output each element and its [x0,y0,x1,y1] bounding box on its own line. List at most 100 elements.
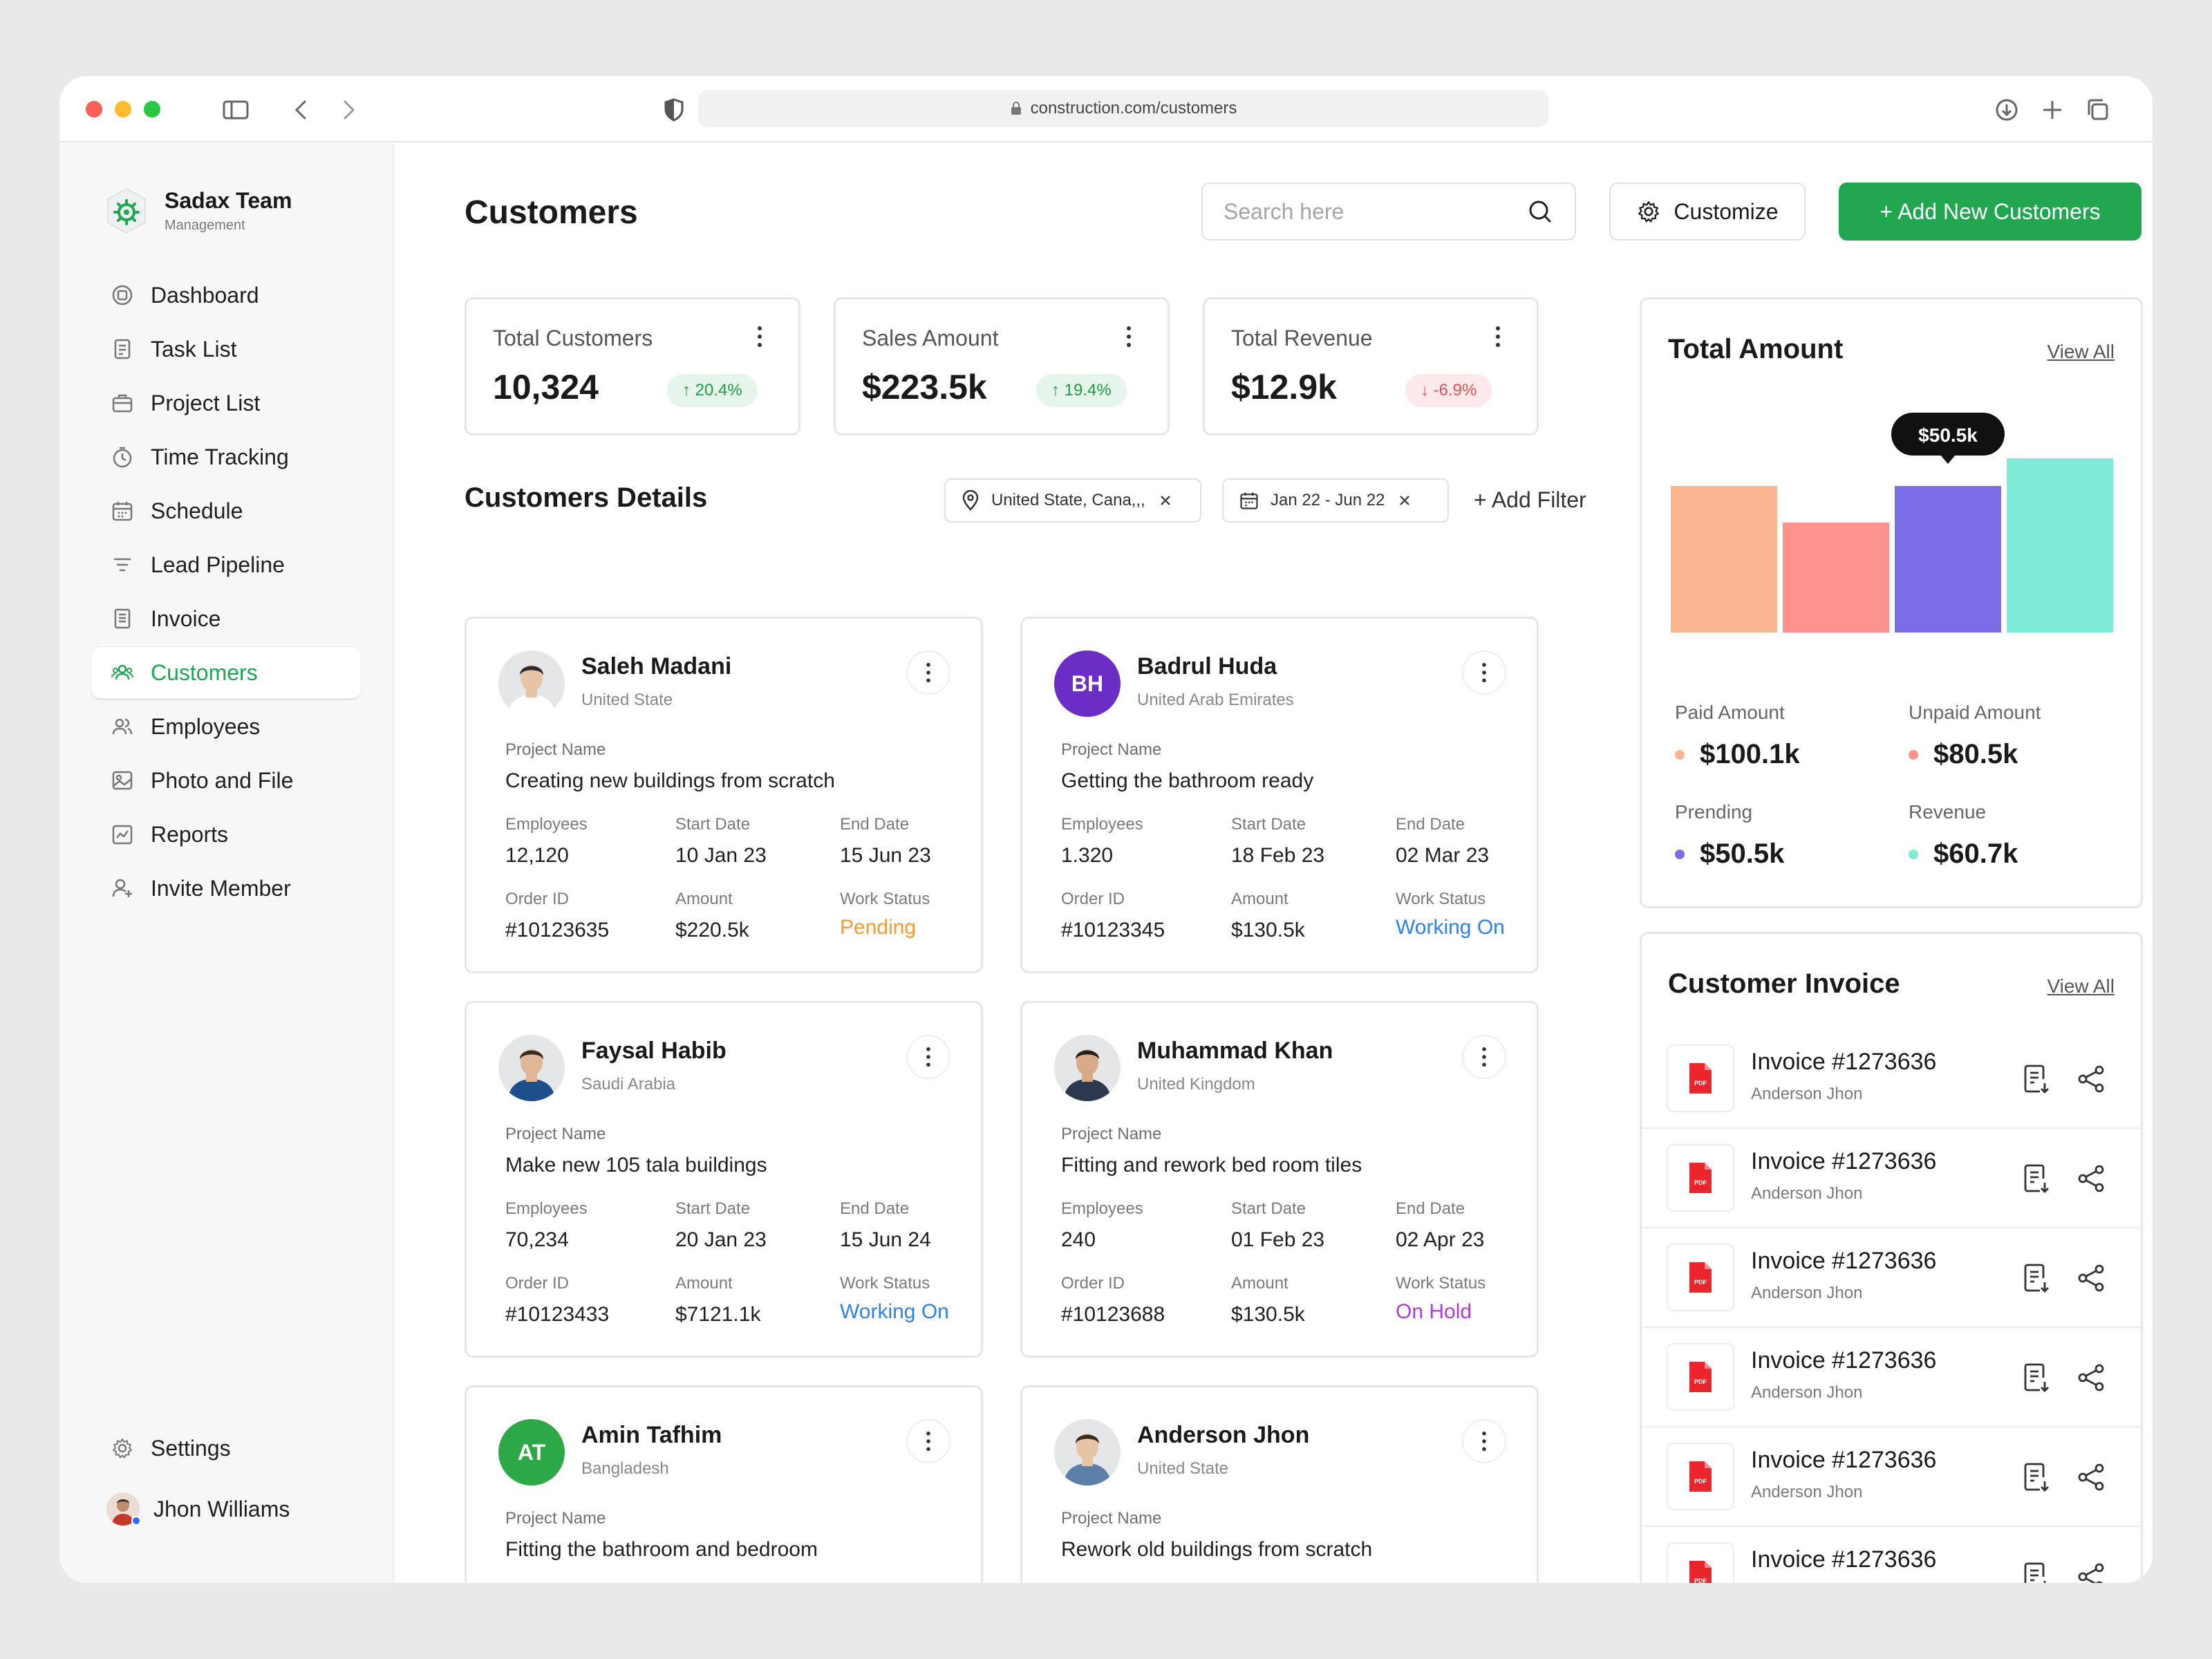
user-profile[interactable]: Jhon Williams [91,1483,361,1535]
download-icon[interactable] [1992,95,2021,124]
minimize-window-button[interactable] [115,101,131,118]
sidebar-item-project-list[interactable]: Project List [91,377,361,429]
sidebar-item-time-tracking[interactable]: Time Tracking [91,431,361,482]
more-options-icon[interactable] [1462,650,1506,695]
search-icon[interactable] [1526,198,1554,225]
add-new-customers-button[interactable]: + Add New Customers [1839,182,2141,241]
date-filter-chip[interactable]: Jan 22 - Jun 22 [1222,478,1449,523]
shield-icon[interactable] [659,95,688,124]
customer-card[interactable]: BH Badrul Huda United Arab Emirates Project… [1020,617,1539,973]
svg-text:PDF: PDF [1694,1378,1707,1385]
sidebar-item-schedule[interactable]: Schedule [91,485,361,536]
sidebar-item-task-list[interactable]: Task List [91,324,361,375]
download-invoice-icon[interactable] [2019,1361,2052,1394]
more-options-icon[interactable] [746,323,774,350]
legend-label: Paid Amount [1675,702,1785,723]
amount-value: $130.5k [1231,919,1305,941]
customer-country: United State [581,691,673,709]
legend-label: Revenue [1909,801,1987,823]
chart-bar[interactable] [1895,486,2001,632]
customer-card[interactable]: Anderson Jhon United State Project Name Rew… [1020,1385,1539,1583]
download-invoice-icon[interactable] [2019,1262,2052,1295]
invoice-row[interactable]: PDF Invoice #1273636 Anderson Jhon [1642,1328,2141,1427]
employees-value: 70,234 [505,1228,569,1251]
end-date-label: End Date [840,815,910,834]
sidebar-item-customers[interactable]: Customers [91,647,361,698]
download-invoice-icon[interactable] [2019,1162,2052,1195]
more-options-icon[interactable] [1462,1035,1506,1079]
legend-unpaid-amount: Unpaid Amount $80.5k [1909,702,2041,770]
invoice-row[interactable]: PDF Invoice #1273636 Anderson Jhon [1642,1029,2141,1129]
legend-dot [1675,849,1685,859]
view-all-link[interactable]: View All [2047,975,2115,997]
sidebar-item-photo-and-file[interactable]: Photo and File [91,755,361,806]
address-bar[interactable]: construction.com/customers [698,90,1548,127]
legend-paid-amount: Paid Amount $100.1k [1675,702,1800,770]
back-arrow-icon[interactable] [288,95,317,124]
svg-text:PDF: PDF [1694,1577,1707,1583]
sidebar-item-dashboard[interactable]: Dashboard [91,270,361,321]
chart-bar[interactable] [1783,523,1889,632]
tabs-overview-icon[interactable] [2083,95,2112,124]
more-options-icon[interactable] [1484,323,1512,350]
chart-bar[interactable] [1671,486,1777,632]
customer-card[interactable]: Faysal Habib Saudi Arabia Project Name Make… [465,1001,983,1358]
start-date-label: Start Date [1231,815,1306,834]
more-options-icon[interactable] [906,1035,950,1079]
start-date-value: 20 Jan 23 [675,1228,767,1251]
more-options-icon[interactable] [1462,1419,1506,1463]
invoice-row[interactable]: PDF Invoice #1273636 Anderson Jhon [1642,1228,2141,1328]
invoice-row[interactable]: PDF Invoice #1273636 Anderson Jhon [1642,1527,2141,1583]
new-tab-icon[interactable] [2038,95,2067,124]
sidebar-item-lead-pipeline[interactable]: Lead Pipeline [91,539,361,590]
invoice-row[interactable]: PDF Invoice #1273636 Anderson Jhon [1642,1129,2141,1228]
customer-country: United Arab Emirates [1137,691,1294,709]
share-icon[interactable] [2074,1262,2108,1295]
view-all-link[interactable]: View All [2047,341,2115,362]
close-window-button[interactable] [86,101,102,118]
sidebar-item-employees[interactable]: Employees [91,701,361,752]
end-date-value: 15 Jun 24 [840,1228,931,1251]
search-input[interactable] [1224,198,1500,225]
pdf-file-icon: PDF [1667,1343,1734,1411]
sidebar-item-invite-member[interactable]: Invite Member [91,863,361,914]
chart-bar[interactable] [2007,458,2113,632]
share-icon[interactable] [2074,1560,2108,1583]
download-invoice-icon[interactable] [2019,1062,2052,1096]
sidebar-item-reports[interactable]: Reports [91,809,361,860]
order-id-value: #10123688 [1061,1303,1165,1326]
more-options-icon[interactable] [1115,323,1143,350]
employees-label: Employees [1061,815,1143,834]
customer-card[interactable]: Saleh Madani United State Project Name Crea… [465,617,983,973]
customer-card[interactable]: AT Amin Tafhim Bangladesh Project Name Fitti… [465,1385,983,1583]
maximize-window-button[interactable] [144,101,160,118]
invoice-row[interactable]: PDF Invoice #1273636 Anderson Jhon [1642,1427,2141,1527]
brand[interactable]: Sadax Team Management [105,187,292,235]
stat-label: Total Customers [493,326,653,350]
add-filter-button[interactable]: + Add Filter [1474,487,1586,512]
customer-name: Saleh Madani [581,653,732,679]
search-box[interactable] [1201,182,1576,241]
share-icon[interactable] [2074,1361,2108,1394]
share-icon[interactable] [2074,1062,2108,1096]
sidebar-item-invoice[interactable]: Invoice [91,593,361,644]
download-invoice-icon[interactable] [2019,1461,2052,1494]
pdf-file-icon: PDF [1667,1443,1734,1510]
share-icon[interactable] [2074,1461,2108,1494]
remove-filter-icon[interactable] [1158,493,1173,508]
share-icon[interactable] [2074,1162,2108,1195]
sidebar-item-label: Photo and File [151,767,294,793]
more-options-icon[interactable] [906,1419,950,1463]
customer-card[interactable]: Muhammad Khan United Kingdom Project Name F… [1020,1001,1539,1358]
download-invoice-icon[interactable] [2019,1560,2052,1583]
customize-button[interactable]: Customize [1609,182,1806,241]
legend-dot [1675,749,1685,760]
remove-filter-icon[interactable] [1397,493,1412,508]
total-amount-panel: Total Amount View All $50.5k Paid Amount… [1640,297,2143,908]
more-options-icon[interactable] [906,650,950,695]
total-amount-bar-chart: $50.5k [1671,413,2113,632]
sidebar-toggle-icon[interactable] [221,95,250,124]
sidebar-item-settings[interactable]: Settings [91,1423,361,1474]
location-filter-chip[interactable]: United State, Cana,,, [944,478,1201,523]
forward-arrow-icon[interactable] [333,95,362,124]
